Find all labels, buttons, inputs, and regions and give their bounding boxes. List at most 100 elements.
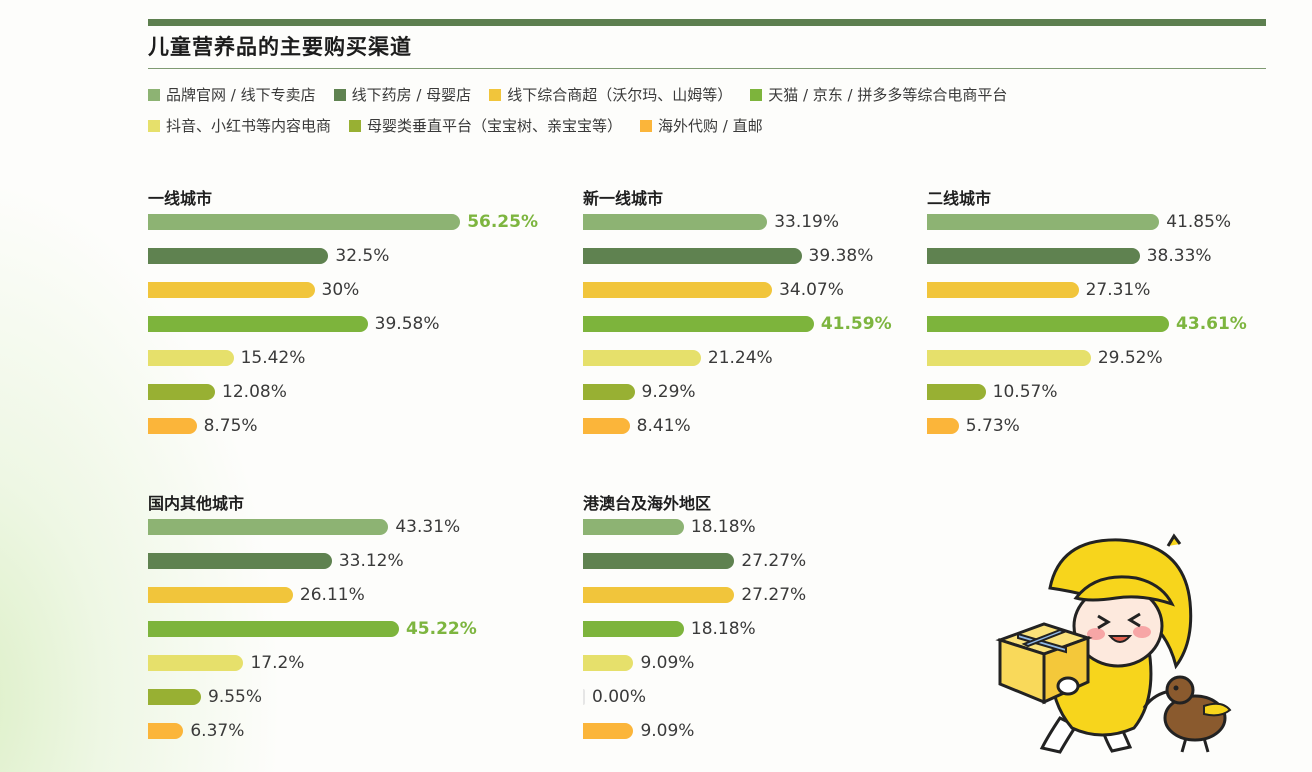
bar-row: 43.31% bbox=[148, 517, 461, 537]
bar bbox=[583, 655, 634, 671]
data-label: 43.61% bbox=[1176, 314, 1247, 334]
bar bbox=[148, 621, 399, 637]
data-label: 27.27% bbox=[741, 551, 807, 571]
legend-swatch bbox=[750, 88, 763, 101]
data-label: 9.29% bbox=[641, 382, 696, 402]
data-label: 18.18% bbox=[690, 517, 756, 537]
data-label: 39.38% bbox=[808, 246, 874, 266]
bar bbox=[583, 282, 773, 298]
bar-row: 27.27% bbox=[583, 585, 806, 605]
legend-label: 线下综合商超（沃尔玛、山姆等） bbox=[507, 86, 733, 104]
bar bbox=[583, 248, 802, 264]
bar bbox=[583, 621, 684, 637]
bar bbox=[583, 689, 585, 705]
bar-row: 9.55% bbox=[148, 687, 263, 707]
bar bbox=[927, 418, 959, 434]
bar bbox=[148, 689, 201, 705]
mascot-illustration bbox=[995, 533, 1232, 754]
bar bbox=[583, 553, 735, 569]
legend-swatch bbox=[148, 88, 160, 101]
bar-row: 41.59% bbox=[583, 314, 892, 334]
legend-label: 天猫 / 京东 / 拼多多等综合电商平台 bbox=[768, 86, 1008, 104]
legend-row: 品牌官网 / 线下专卖店 线下药房 / 母婴店 线下综合商超（沃尔玛、山姆等） 天猫 … bbox=[148, 84, 1258, 105]
bar bbox=[148, 248, 329, 264]
bar-row: 27.27% bbox=[583, 551, 807, 571]
data-label: 8.75% bbox=[203, 416, 258, 436]
panel-title: 国内其他城市 bbox=[148, 494, 245, 513]
bar bbox=[583, 384, 635, 400]
bar bbox=[583, 418, 630, 434]
data-label: 9.09% bbox=[640, 653, 695, 673]
bar bbox=[148, 316, 368, 332]
data-label: 41.59% bbox=[820, 314, 892, 334]
bar bbox=[148, 282, 315, 298]
bar bbox=[927, 214, 1160, 230]
bar bbox=[927, 384, 986, 400]
bar-row: 9.09% bbox=[583, 653, 695, 673]
bar-row: 0.00% bbox=[583, 687, 646, 707]
legend-item: 天猫 / 京东 / 拼多多等综合电商平台 bbox=[750, 84, 1007, 105]
data-label: 15.42% bbox=[240, 348, 306, 368]
data-label: 9.55% bbox=[208, 687, 263, 707]
data-label: 27.31% bbox=[1085, 280, 1151, 300]
bar bbox=[583, 350, 701, 366]
bar-row: 8.41% bbox=[583, 416, 691, 436]
legend-item: 海外代购 / 直邮 bbox=[640, 115, 763, 136]
panel-title: 二线城市 bbox=[927, 189, 992, 208]
bar-row: 56.25% bbox=[148, 212, 538, 232]
legend-swatch bbox=[349, 119, 362, 132]
bar bbox=[927, 248, 1140, 264]
bar bbox=[148, 214, 461, 230]
bar bbox=[148, 723, 184, 739]
legend-swatch bbox=[148, 119, 160, 132]
bar-row: 33.12% bbox=[148, 551, 404, 571]
legend-row: 抖音、小红书等内容电商 母婴类垂直平台（宝宝树、亲宝宝等） 海外代购 / 直邮 bbox=[148, 115, 1258, 136]
bar-row: 43.61% bbox=[927, 314, 1247, 334]
chart-panel: 港澳台及海外地区 18.18% 27.27% 27.27% 18.18% 9.09% 0.0… bbox=[583, 490, 943, 750]
data-label: 9.09% bbox=[640, 721, 695, 741]
legend-swatch bbox=[640, 119, 653, 132]
data-label: 45.22% bbox=[405, 619, 477, 639]
bar bbox=[583, 519, 684, 535]
data-label: 12.08% bbox=[222, 382, 287, 402]
bar-row: 12.08% bbox=[148, 382, 287, 402]
legend-label: 母婴类垂直平台（宝宝树、亲宝宝等） bbox=[367, 117, 623, 135]
data-label: 10.57% bbox=[992, 382, 1058, 402]
panel-title: 一线城市 bbox=[148, 189, 213, 208]
bar-row: 32.5% bbox=[148, 246, 390, 266]
bar-row: 21.24% bbox=[583, 348, 773, 368]
data-label: 17.2% bbox=[250, 653, 305, 673]
legend-item: 母婴类垂直平台（宝宝树、亲宝宝等） bbox=[349, 115, 622, 136]
data-label: 32.5% bbox=[335, 246, 390, 266]
bar-row: 9.29% bbox=[583, 382, 696, 402]
bar-row: 34.07% bbox=[583, 280, 844, 300]
bar-row: 10.57% bbox=[927, 382, 1058, 402]
data-label: 5.73% bbox=[965, 416, 1020, 436]
bar-row: 29.52% bbox=[927, 348, 1163, 368]
chart-panel: 二线城市 41.85% 38.33% 27.31% 43.61% 29.52% 10.57%… bbox=[927, 185, 1287, 445]
bar-row: 6.37% bbox=[148, 721, 244, 741]
bar-row: 38.33% bbox=[927, 246, 1212, 266]
data-label: 34.07% bbox=[779, 280, 844, 300]
bar bbox=[583, 587, 735, 603]
data-label: 41.85% bbox=[1166, 212, 1232, 232]
bar bbox=[927, 350, 1091, 366]
data-label: 29.52% bbox=[1097, 348, 1163, 368]
bar bbox=[148, 418, 197, 434]
data-label: 43.31% bbox=[395, 517, 461, 537]
legend: 品牌官网 / 线下专卖店 线下药房 / 母婴店 线下综合商超（沃尔玛、山姆等） 天猫 … bbox=[148, 84, 1258, 146]
legend-item: 抖音、小红书等内容电商 bbox=[148, 115, 331, 136]
bar bbox=[583, 214, 768, 230]
bar-row: 5.73% bbox=[927, 416, 1020, 436]
legend-label: 品牌官网 / 线下专卖店 bbox=[166, 86, 316, 104]
bar bbox=[148, 519, 389, 535]
bar bbox=[148, 350, 234, 366]
header-accent-bar bbox=[148, 19, 1266, 26]
chart-panel: 新一线城市 33.19% 39.38% 34.07% 41.59% 21.24% 9.29%… bbox=[583, 185, 943, 445]
data-label: 33.12% bbox=[338, 551, 404, 571]
panel-title: 新一线城市 bbox=[583, 189, 664, 208]
bar bbox=[927, 316, 1170, 332]
bar-row: 39.38% bbox=[583, 246, 874, 266]
panel-title: 港澳台及海外地区 bbox=[583, 494, 712, 513]
legend-label: 抖音、小红书等内容电商 bbox=[166, 117, 332, 135]
